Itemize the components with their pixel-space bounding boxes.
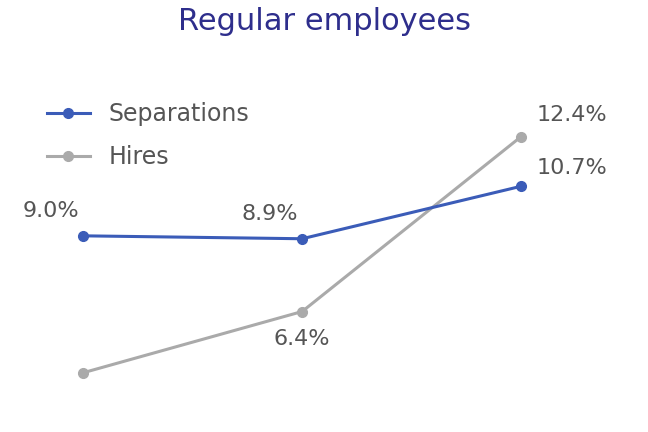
Hires <box>517 134 525 140</box>
Separations <box>517 184 525 189</box>
Text: 9.0%: 9.0% <box>23 201 79 221</box>
Text: 12.4%: 12.4% <box>536 105 607 125</box>
Hires <box>80 370 87 375</box>
Line: Separations: Separations <box>78 181 526 244</box>
Title: Regular employees: Regular employees <box>178 7 470 36</box>
Legend: Separations, Hires: Separations, Hires <box>38 92 259 178</box>
Line: Hires: Hires <box>78 132 526 378</box>
Separations <box>80 233 87 238</box>
Text: 10.7%: 10.7% <box>536 158 607 178</box>
Separations <box>298 236 306 241</box>
Text: 8.9%: 8.9% <box>241 204 297 224</box>
Hires <box>298 309 306 314</box>
Text: 6.4%: 6.4% <box>274 329 330 349</box>
